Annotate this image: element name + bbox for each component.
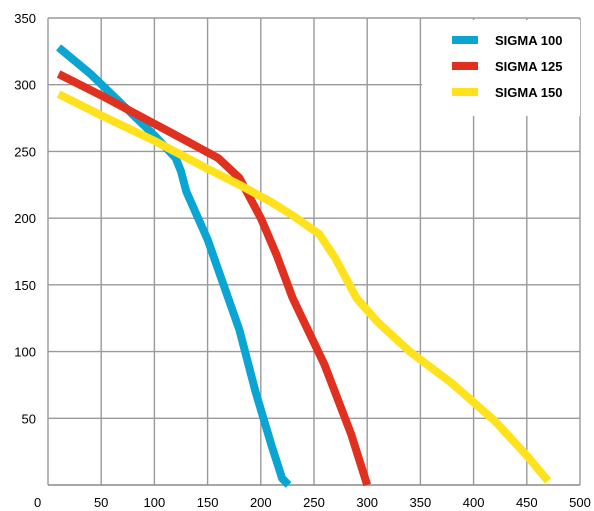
- legend-label: SIGMA 150: [495, 85, 562, 100]
- legend-label: SIGMA 125: [495, 59, 562, 74]
- legend-label: SIGMA 100: [495, 33, 562, 48]
- legend: SIGMA 100 SIGMA 125 SIGMA 150: [422, 20, 580, 116]
- y-tick-label: 50: [22, 411, 36, 426]
- x-tick-label: 0: [34, 495, 41, 510]
- y-tick-label: 250: [14, 144, 36, 159]
- y-axis: 50 100 150 200 250 300 350: [14, 11, 36, 426]
- y-tick-label: 350: [14, 11, 36, 26]
- x-tick-label: 50: [94, 495, 108, 510]
- x-tick-label: 200: [250, 495, 272, 510]
- x-tick-label: 100: [144, 495, 166, 510]
- y-tick-label: 300: [14, 78, 36, 93]
- x-tick-label: 350: [410, 495, 432, 510]
- x-tick-label: 500: [569, 495, 591, 510]
- legend-box: [422, 20, 580, 116]
- series-line-sigma-125: [56, 70, 372, 487]
- chart-series: [56, 44, 552, 488]
- y-tick-label: 150: [14, 278, 36, 293]
- x-tick-label: 400: [463, 495, 485, 510]
- x-tick-label: 250: [303, 495, 325, 510]
- x-tick-label: 300: [356, 495, 378, 510]
- x-tick-label: 450: [516, 495, 538, 510]
- series-line-sigma-150: [56, 90, 552, 484]
- x-tick-label: 150: [197, 495, 219, 510]
- y-tick-label: 100: [14, 345, 36, 360]
- x-axis: 0 50 100 150 200 250 300 350 400 450 500: [34, 495, 591, 510]
- y-tick-label: 200: [14, 211, 36, 226]
